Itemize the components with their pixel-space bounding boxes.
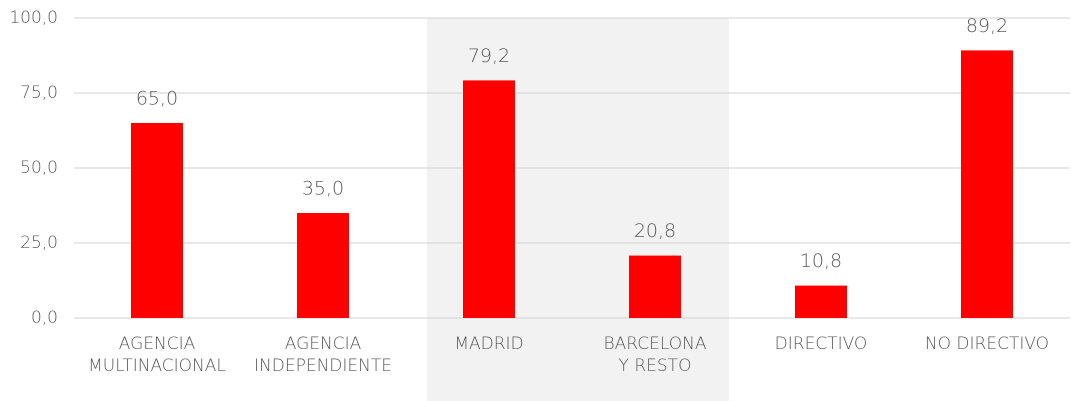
y-tick-label: 100,0 — [9, 8, 58, 28]
x-tick-label: MADRID — [454, 334, 523, 354]
value-label: 10,8 — [800, 250, 842, 272]
bar — [131, 123, 183, 318]
y-tick-label: 75,0 — [20, 83, 58, 103]
value-label: 35,0 — [302, 178, 344, 200]
x-tick-label: DIRECTIVO — [775, 334, 868, 354]
y-tick-label: 50,0 — [20, 158, 58, 178]
x-tick-label: BARCELONA Y RESTO — [604, 334, 707, 376]
bar — [961, 50, 1013, 319]
x-tick-label: AGENCIA MULTINACIONAL — [88, 334, 226, 376]
value-label: 79,2 — [468, 45, 510, 67]
bar — [463, 80, 515, 319]
value-label: 65,0 — [136, 88, 178, 110]
bar — [297, 213, 349, 318]
y-tick-label: 0,0 — [31, 308, 58, 328]
bar — [795, 285, 847, 318]
value-label: 89,2 — [966, 15, 1008, 37]
value-label: 20,8 — [634, 220, 676, 242]
x-tick-label: AGENCIA INDEPENDIENTE — [254, 334, 392, 376]
bar — [629, 255, 681, 318]
x-tick-label: NO DIRECTIVO — [925, 334, 1049, 354]
y-tick-label: 25,0 — [20, 233, 58, 253]
